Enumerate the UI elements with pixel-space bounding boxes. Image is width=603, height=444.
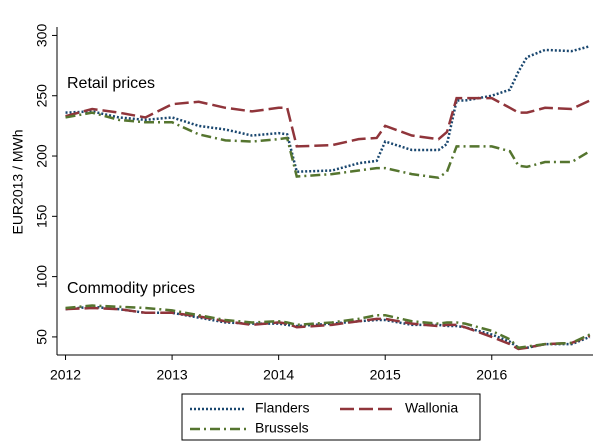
y-tick-label: 150 bbox=[34, 204, 50, 228]
legend-label: Wallonia bbox=[405, 400, 458, 416]
y-tick-label: 200 bbox=[34, 144, 50, 168]
line bbox=[65, 304, 591, 350]
line bbox=[65, 45, 591, 173]
x-tick-label: 2016 bbox=[476, 367, 507, 383]
y-tick-label: 50 bbox=[34, 329, 50, 345]
line bbox=[65, 111, 591, 180]
line bbox=[65, 96, 591, 148]
annotation: Retail prices bbox=[67, 75, 155, 92]
x-tick-label: 2012 bbox=[50, 367, 81, 383]
legend-label: Flanders bbox=[255, 400, 309, 416]
annotation: Commodity prices bbox=[67, 280, 195, 297]
x-tick-label: 2013 bbox=[157, 367, 188, 383]
line bbox=[65, 306, 591, 351]
y-tick-label: 250 bbox=[34, 84, 50, 108]
legend-label: Brussels bbox=[255, 420, 309, 436]
y-axis-label: EUR2013 / MWh bbox=[10, 129, 26, 234]
x-tick-label: 2015 bbox=[370, 367, 401, 383]
legend-box bbox=[181, 393, 481, 441]
y-tick-label: 100 bbox=[34, 265, 50, 289]
x-tick-label: 2014 bbox=[263, 367, 294, 383]
y-tick-label: 300 bbox=[34, 24, 50, 48]
